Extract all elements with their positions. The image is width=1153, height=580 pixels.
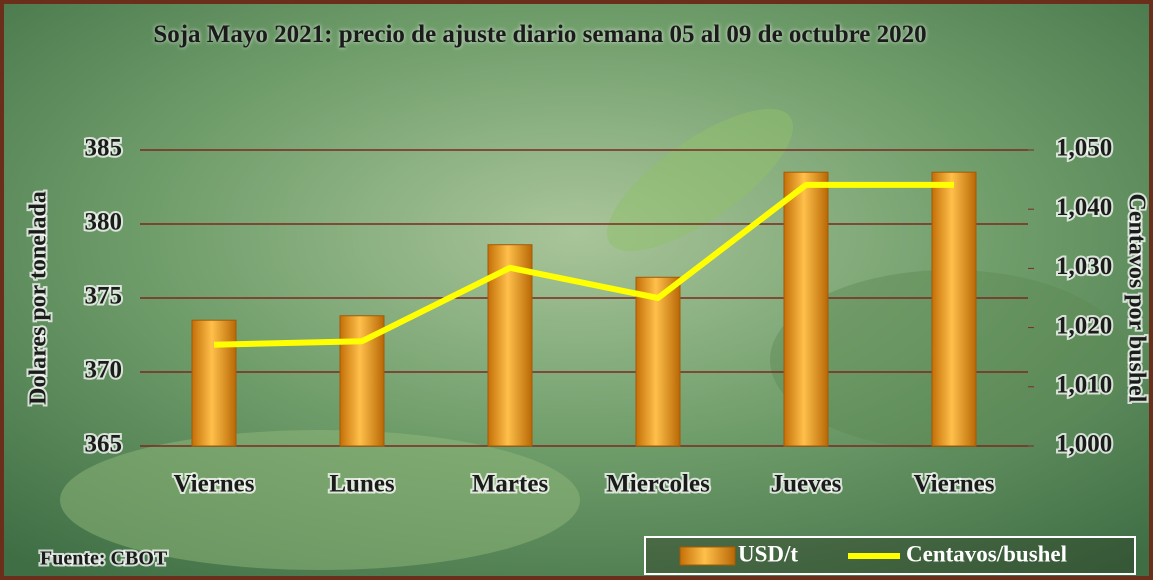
legend-swatch <box>680 547 735 565</box>
y2-axis-label: Centavos por bushel <box>1123 194 1149 403</box>
legend-label: Centavos/bushel <box>906 541 1067 566</box>
x-tick-label: Jueves <box>771 471 842 498</box>
y2-tick-label: 1,050 <box>1056 135 1112 162</box>
x-tick-label: Martes <box>472 471 549 498</box>
x-tick-label: Viernes <box>174 471 255 498</box>
y-tick-label: 385 <box>85 135 123 162</box>
legend-label: USD/t <box>738 541 798 566</box>
y-tick-label: 370 <box>85 357 123 384</box>
bar <box>192 320 236 446</box>
chart-wrap: Fuente: CBOT Dolares por tonelada Centav… <box>0 0 1153 580</box>
y2-tick-label: 1,000 <box>1056 431 1112 458</box>
x-tick-label: Viernes <box>914 471 995 498</box>
chart: Fuente: CBOT Dolares por tonelada Centav… <box>0 0 1153 580</box>
bar <box>932 172 976 446</box>
y-tick-label: 375 <box>85 283 123 310</box>
y2-tick-label: 1,020 <box>1056 312 1112 339</box>
y-tick-label: 365 <box>85 431 123 458</box>
y2-tick-label: 1,010 <box>1056 372 1112 399</box>
y2-tick-label: 1,030 <box>1056 253 1112 280</box>
bar <box>784 172 828 446</box>
x-tick-label: Miercoles <box>606 471 710 498</box>
x-tick-label: Lunes <box>329 471 395 498</box>
bar <box>636 277 680 446</box>
chart-title: Soja Mayo 2021: precio de ajuste diario … <box>120 18 960 52</box>
y-axis-label: Dolares por tonelada <box>26 191 52 405</box>
y2-tick-label: 1,040 <box>1056 194 1112 221</box>
y-tick-label: 380 <box>85 209 123 236</box>
source: Fuente: CBOT <box>40 548 168 570</box>
